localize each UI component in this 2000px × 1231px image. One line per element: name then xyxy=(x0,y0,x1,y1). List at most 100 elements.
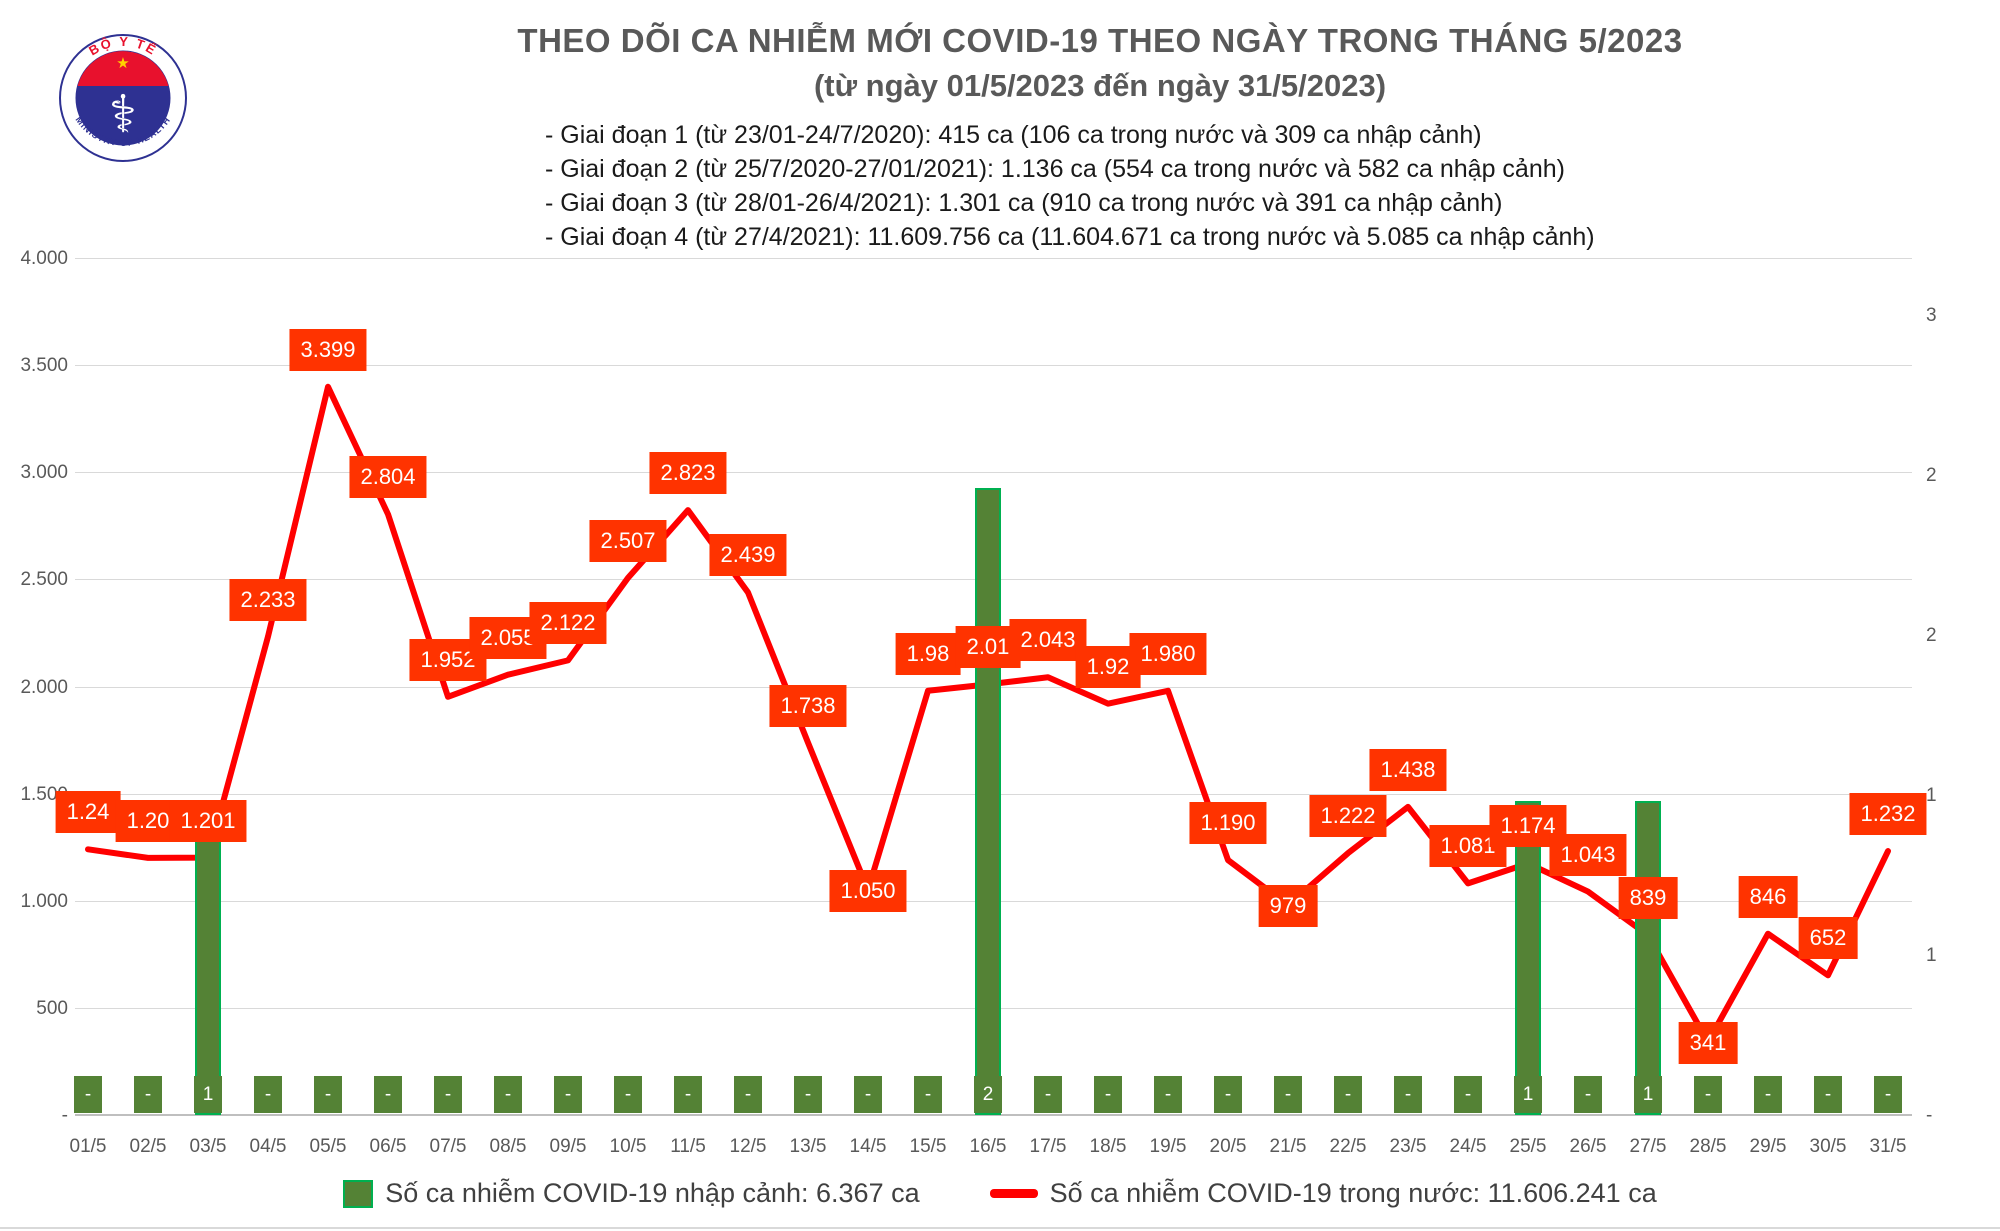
phase-4-line: - Giai đoạn 4 (từ 27/4/2021): 11.609.756… xyxy=(545,223,1595,251)
x-axis-label: 16/5 xyxy=(969,1136,1007,1157)
data-label: 1.190 xyxy=(1189,802,1267,845)
x-axis-label: 05/5 xyxy=(309,1136,347,1157)
import-cases-label: - xyxy=(134,1076,162,1113)
import-cases-bar xyxy=(195,801,221,1115)
x-axis-line xyxy=(75,1114,1912,1116)
logo-star-icon: ★ xyxy=(116,55,129,72)
x-axis-label: 20/5 xyxy=(1209,1136,1247,1157)
x-axis-label: 27/5 xyxy=(1629,1136,1667,1157)
import-cases-label: - xyxy=(854,1076,882,1113)
gridline xyxy=(75,258,1912,259)
gridline xyxy=(75,365,1912,367)
phase-1-line: - Giai đoạn 1 (từ 23/01-24/7/2020): 415 … xyxy=(545,121,1482,149)
logo-caduceus-icon: ⚕ xyxy=(109,86,137,144)
left-axis-tick-label: 3.000 xyxy=(20,462,68,484)
import-cases-label: 2 xyxy=(974,1076,1002,1113)
data-label: 1.738 xyxy=(769,684,847,727)
import-cases-bar xyxy=(975,487,1001,1115)
x-axis-label: 21/5 xyxy=(1269,1136,1307,1157)
x-axis-label: 17/5 xyxy=(1029,1136,1067,1157)
data-label: 1.050 xyxy=(829,870,907,913)
import-cases-label: - xyxy=(1034,1076,1062,1113)
x-axis-label: 02/5 xyxy=(129,1136,167,1157)
legend-domestic-label: Số ca nhiễm COVID-19 trong nước: 11.606.… xyxy=(1049,1178,1657,1208)
page-subtitle: (từ ngày 01/5/2023 đến ngày 31/5/2023) xyxy=(813,68,1387,103)
import-cases-label: - xyxy=(1454,1076,1482,1113)
x-axis-label: 08/5 xyxy=(489,1136,527,1157)
x-axis-label: 06/5 xyxy=(369,1136,407,1157)
bottom-divider xyxy=(0,1227,2000,1229)
import-cases-label: - xyxy=(794,1076,822,1113)
left-axis-tick-label: - xyxy=(61,1105,68,1126)
x-axis-label: 31/5 xyxy=(1869,1136,1907,1157)
right-axis-tick-label: 2 xyxy=(1926,465,1937,486)
data-label: 2.823 xyxy=(649,452,727,495)
logo-blue-field xyxy=(76,86,170,146)
x-axis-label: 13/5 xyxy=(789,1136,827,1157)
data-label: 2.507 xyxy=(589,519,667,562)
data-label: 1.222 xyxy=(1309,795,1387,838)
data-label: 2.439 xyxy=(709,534,787,577)
data-label: 2.043 xyxy=(1009,619,1087,662)
import-cases-label: - xyxy=(494,1076,522,1113)
import-cases-label: 1 xyxy=(1634,1076,1662,1113)
x-axis-label: 11/5 xyxy=(670,1136,706,1157)
left-axis-tick-label: 2.500 xyxy=(20,569,68,591)
import-cases-label: - xyxy=(1694,1076,1722,1113)
x-axis-label: 09/5 xyxy=(549,1136,587,1157)
x-axis-label: 10/5 xyxy=(609,1136,647,1157)
import-cases-label: 1 xyxy=(194,1076,222,1113)
import-cases-bar xyxy=(1515,801,1541,1115)
data-label: 2.804 xyxy=(349,456,427,499)
chart-legend: Số ca nhiễm COVID-19 nhập cảnh: 6.367 ca… xyxy=(0,1178,2000,1209)
import-cases-label: - xyxy=(1874,1076,1902,1113)
import-cases-label: - xyxy=(1094,1076,1122,1113)
x-axis-label: 07/5 xyxy=(429,1136,467,1157)
right-axis-tick-label: 2 xyxy=(1926,625,1937,646)
x-axis-label: 14/5 xyxy=(849,1136,887,1157)
import-cases-label: - xyxy=(554,1076,582,1113)
import-cases-label: - xyxy=(1334,1076,1362,1113)
import-cases-label: - xyxy=(674,1076,702,1113)
x-axis-label: 04/5 xyxy=(249,1136,287,1157)
data-label: 2.122 xyxy=(529,602,607,645)
import-cases-label: - xyxy=(1274,1076,1302,1113)
import-cases-label: - xyxy=(1394,1076,1422,1113)
left-axis-tick-label: 500 xyxy=(36,997,68,1019)
import-cases-label: - xyxy=(374,1076,402,1113)
phase-2-line: - Giai đoạn 2 (từ 25/7/2020-27/01/2021):… xyxy=(545,155,1565,183)
import-cases-label: - xyxy=(434,1076,462,1113)
data-label: 846 xyxy=(1738,875,1798,918)
x-axis-label: 22/5 xyxy=(1329,1136,1367,1157)
x-axis-label: 23/5 xyxy=(1389,1136,1427,1157)
import-cases-label: 1 xyxy=(1514,1076,1542,1113)
data-label: 1.98 xyxy=(895,632,961,675)
data-label: 979 xyxy=(1258,885,1318,928)
moh-logo-icon: ★ ⚕ BỘ Y TẾ MINISTRY OF HEALTH xyxy=(59,34,187,162)
import-cases-label: - xyxy=(74,1076,102,1113)
left-axis-tick-label: 2.000 xyxy=(20,676,68,698)
data-label: 1.24 xyxy=(55,791,121,834)
data-label: 1.201 xyxy=(169,799,247,842)
logo-red-field xyxy=(77,51,169,86)
domestic-cases-swatch-icon xyxy=(989,1189,1038,1198)
left-axis-tick-label: 3.500 xyxy=(20,355,68,377)
chart-header: THEO DÕI CA NHIỄM MỚI COVID-19 THEO NGÀY… xyxy=(300,22,1900,104)
right-axis-tick-label: - xyxy=(1926,1105,1933,1126)
legend-item-import: Số ca nhiễm COVID-19 nhập cảnh: 6.367 ca xyxy=(343,1178,920,1209)
import-cases-label: - xyxy=(1754,1076,1782,1113)
import-cases-label: - xyxy=(914,1076,942,1113)
import-cases-label: - xyxy=(1574,1076,1602,1113)
import-cases-label: - xyxy=(314,1076,342,1113)
data-label: 1.232 xyxy=(1849,793,1927,836)
data-label: 839 xyxy=(1618,877,1678,920)
right-axis-tick-label: 3 xyxy=(1926,305,1937,326)
data-label: 3.399 xyxy=(289,328,367,371)
data-label: 1.438 xyxy=(1369,748,1447,791)
x-axis-label: 12/5 xyxy=(729,1136,767,1157)
import-cases-swatch-icon xyxy=(343,1179,374,1208)
import-cases-bar xyxy=(1635,801,1661,1115)
data-label: 341 xyxy=(1678,1021,1738,1064)
x-axis-label: 26/5 xyxy=(1569,1136,1607,1157)
